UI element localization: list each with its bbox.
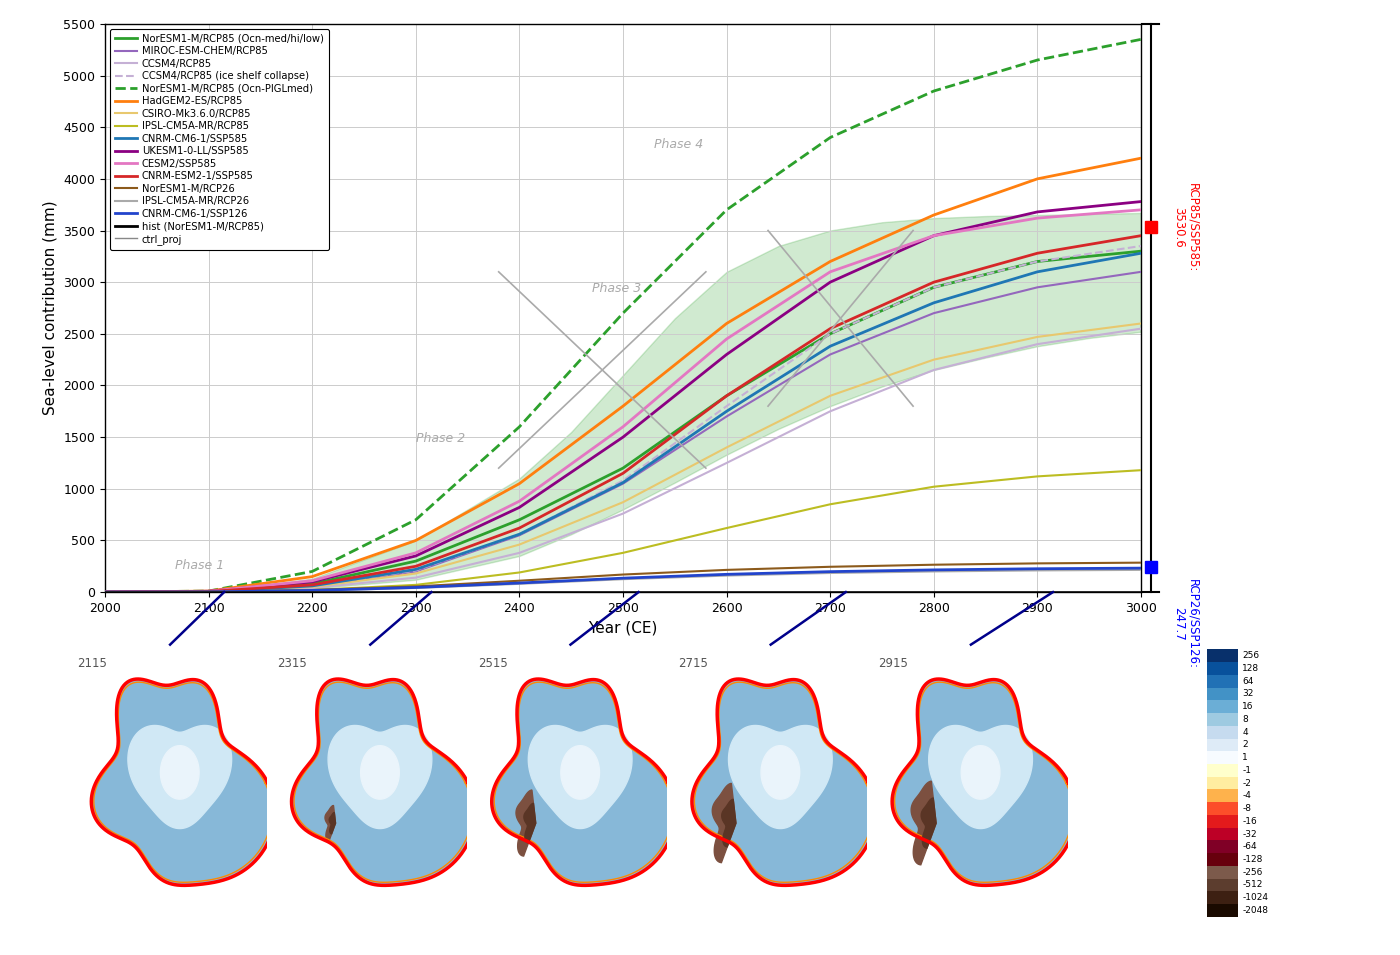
Polygon shape: [528, 726, 631, 829]
Bar: [1207, 776, 1238, 790]
Polygon shape: [91, 679, 274, 885]
Polygon shape: [962, 746, 1000, 799]
Text: 8: 8: [1242, 715, 1247, 724]
Text: 2515: 2515: [477, 657, 508, 670]
Bar: [1207, 790, 1238, 802]
Text: 2: 2: [1242, 740, 1247, 750]
Text: -4: -4: [1242, 792, 1252, 800]
Bar: [1207, 738, 1238, 752]
Text: 2115: 2115: [77, 657, 108, 670]
Bar: [1207, 828, 1238, 840]
Polygon shape: [722, 799, 736, 847]
Text: 1: 1: [1242, 753, 1247, 762]
Bar: [1207, 904, 1238, 917]
Y-axis label: Sea-level contribution (mm): Sea-level contribution (mm): [43, 201, 57, 415]
Polygon shape: [921, 798, 937, 848]
Polygon shape: [361, 746, 399, 799]
Polygon shape: [561, 746, 599, 799]
Bar: [1207, 662, 1238, 675]
Polygon shape: [291, 679, 475, 885]
Bar: [1207, 649, 1238, 662]
Text: Phase 1: Phase 1: [175, 560, 224, 572]
Bar: [1207, 713, 1238, 726]
Polygon shape: [329, 813, 336, 834]
Text: -2: -2: [1242, 778, 1252, 788]
Bar: [1207, 866, 1238, 879]
Polygon shape: [1207, 639, 1238, 649]
Text: RCP26/SSP126:
247.7: RCP26/SSP126: 247.7: [1172, 579, 1200, 668]
Text: -256: -256: [1242, 868, 1263, 877]
Text: 32: 32: [1242, 690, 1253, 698]
Polygon shape: [928, 726, 1032, 829]
Polygon shape: [517, 790, 536, 856]
Legend: NorESM1-M/RCP85 (Ocn-med/hi/low), MIROC-ESM-CHEM/RCP85, CCSM4/RCP85, CCSM4/RCP85: NorESM1-M/RCP85 (Ocn-med/hi/low), MIROC-…: [111, 29, 329, 250]
Text: -128: -128: [1242, 855, 1263, 864]
Text: -16: -16: [1242, 817, 1257, 826]
Bar: [1207, 700, 1238, 713]
Text: -32: -32: [1242, 830, 1257, 838]
Polygon shape: [325, 805, 336, 840]
Text: 2915: 2915: [878, 657, 909, 670]
Text: 2715: 2715: [678, 657, 708, 670]
Text: -2048: -2048: [1242, 906, 1268, 915]
Text: -64: -64: [1242, 842, 1257, 851]
Text: 64: 64: [1242, 677, 1253, 686]
Text: Phase 3: Phase 3: [592, 283, 641, 295]
Bar: [1207, 815, 1238, 828]
Polygon shape: [728, 726, 832, 829]
Text: 16: 16: [1242, 702, 1254, 711]
Polygon shape: [328, 726, 431, 829]
Text: -512: -512: [1242, 881, 1263, 889]
Bar: [1207, 688, 1238, 700]
Bar: [1207, 726, 1238, 738]
Text: -8: -8: [1242, 804, 1252, 813]
Polygon shape: [1207, 917, 1238, 927]
Text: -1: -1: [1242, 766, 1252, 775]
Bar: [1207, 853, 1238, 866]
Bar: [1207, 675, 1238, 688]
Text: Phase 4: Phase 4: [654, 138, 703, 151]
Bar: [1207, 879, 1238, 891]
X-axis label: Year (CE): Year (CE): [588, 621, 658, 635]
Bar: [1207, 891, 1238, 904]
Bar: [1207, 764, 1238, 776]
Polygon shape: [713, 783, 736, 862]
Polygon shape: [911, 781, 937, 865]
Text: -1024: -1024: [1242, 893, 1268, 902]
Bar: [1207, 840, 1238, 853]
Bar: [1207, 752, 1238, 764]
Text: 4: 4: [1242, 728, 1247, 736]
Text: 128: 128: [1242, 664, 1260, 673]
Polygon shape: [161, 746, 199, 799]
Bar: [1207, 802, 1238, 815]
Polygon shape: [692, 679, 875, 885]
Text: 256: 256: [1242, 651, 1260, 660]
Polygon shape: [127, 726, 231, 829]
Polygon shape: [524, 803, 536, 843]
Polygon shape: [892, 679, 1075, 885]
Text: 2315: 2315: [277, 657, 308, 670]
Polygon shape: [491, 679, 675, 885]
Polygon shape: [762, 746, 799, 799]
Text: Phase 2: Phase 2: [416, 433, 465, 445]
Text: RCP85/SSP585:
3530.6: RCP85/SSP585: 3530.6: [1172, 182, 1200, 272]
